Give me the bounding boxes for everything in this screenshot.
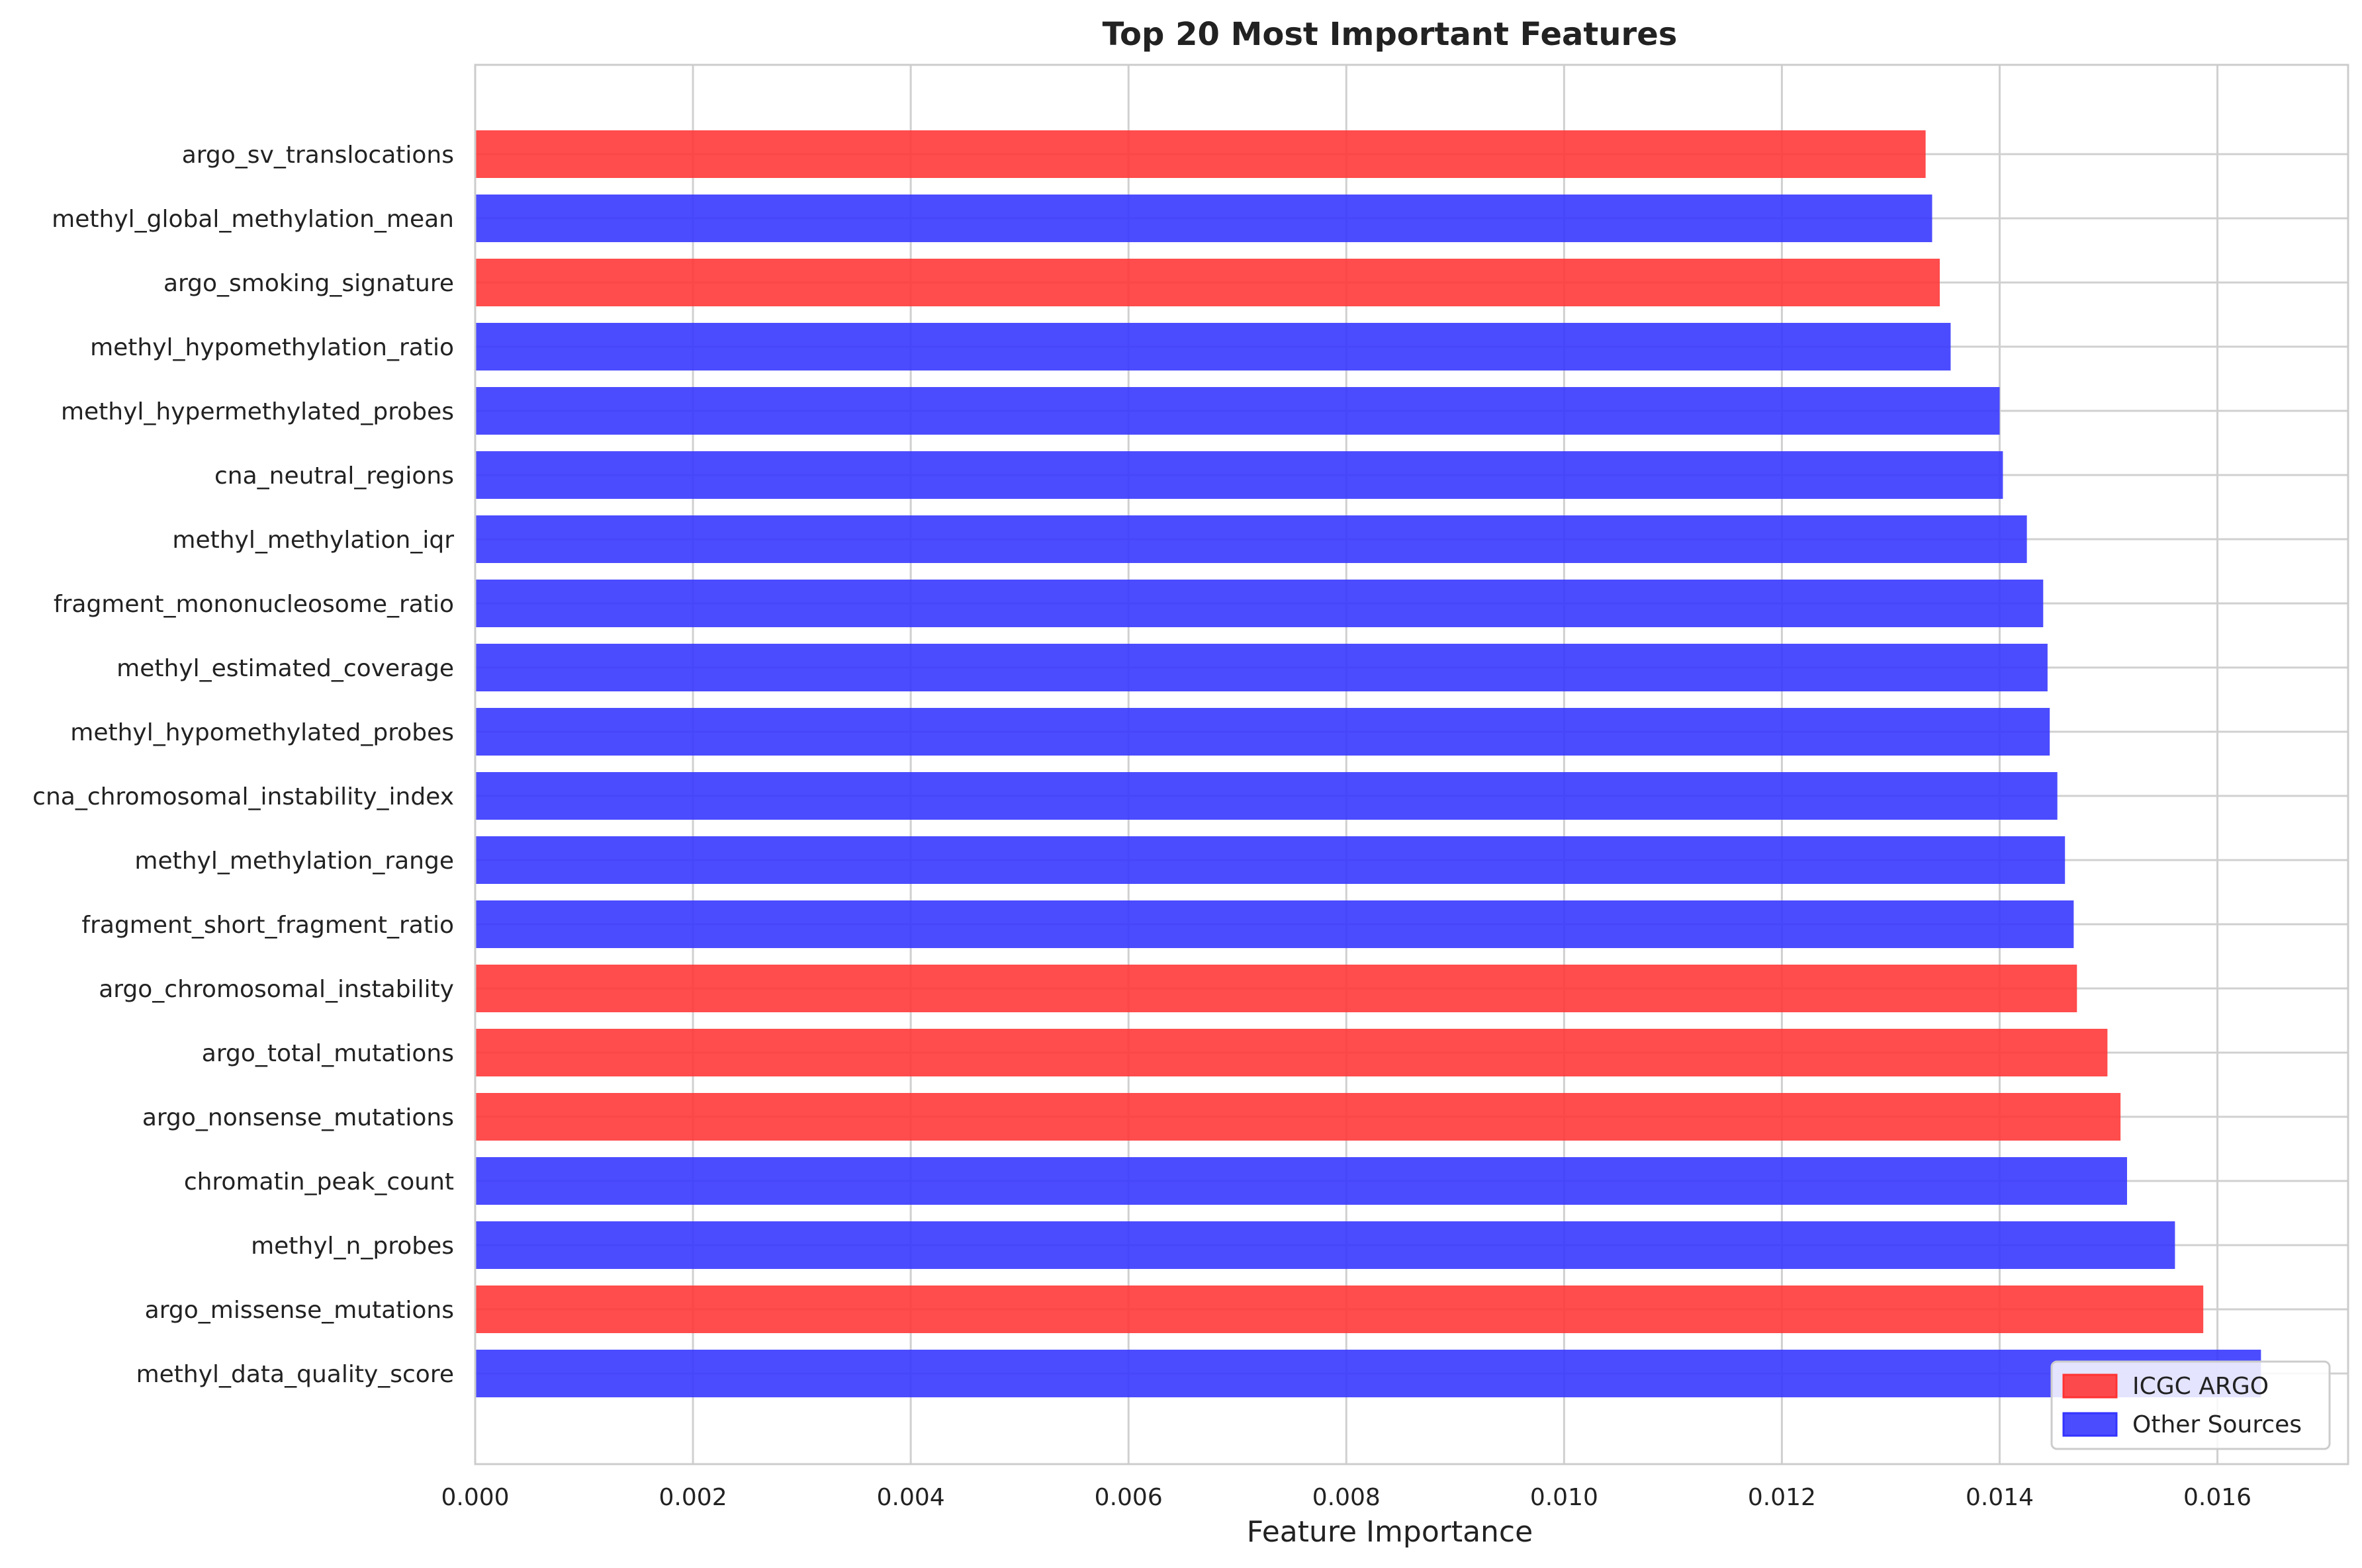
y-tick-label: argo_nonsense_mutations: [142, 1104, 454, 1131]
x-tick-label: 0.006: [1095, 1484, 1163, 1511]
y-tick-label: methyl_methylation_range: [134, 848, 454, 875]
bar: [475, 1157, 2127, 1205]
x-tick-label: 0.012: [1748, 1484, 1816, 1511]
bar: [475, 965, 2077, 1012]
y-tick-label: argo_missense_mutations: [145, 1297, 454, 1324]
bar: [475, 451, 2003, 499]
legend-box: [2050, 1360, 2331, 1450]
y-tick-label: fragment_mononucleosome_ratio: [54, 591, 454, 618]
bar: [475, 1029, 2108, 1076]
bar: [475, 130, 1926, 178]
y-tick-label: methyl_n_probes: [251, 1233, 454, 1260]
bar: [475, 580, 2044, 627]
legend-swatch: [2062, 1412, 2118, 1437]
y-tick-label: methyl_hypomethylated_probes: [70, 719, 454, 746]
bar: [475, 1285, 2204, 1333]
x-tick-label: 0.000: [441, 1484, 509, 1511]
bar: [475, 836, 2066, 884]
x-tick-label: 0.004: [877, 1484, 945, 1511]
y-tick-label: methyl_hypermethylated_probes: [61, 398, 454, 425]
chart-title: Top 20 Most Important Features: [1103, 16, 1678, 53]
bar: [475, 387, 2000, 435]
bar: [475, 1350, 2261, 1397]
y-tick-label: cna_neutral_regions: [214, 462, 454, 490]
y-tick-label: argo_smoking_signature: [163, 270, 454, 297]
legend-label: ICGC ARGO: [2132, 1373, 2269, 1400]
bar: [475, 708, 2050, 756]
y-tick-label: argo_chromosomal_instability: [99, 976, 454, 1003]
y-tick-label: methyl_hypomethylation_ratio: [90, 334, 454, 361]
y-tick-label: methyl_methylation_iqr: [172, 527, 454, 554]
y-tick-label: methyl_data_quality_score: [136, 1361, 454, 1388]
bar: [475, 644, 2048, 691]
y-tick-label: chromatin_peak_count: [184, 1168, 454, 1196]
y-tick-label: fragment_short_fragment_ratio: [81, 912, 454, 939]
y-tick-label: methyl_estimated_coverage: [116, 655, 454, 682]
x-tick-label: 0.016: [2183, 1484, 2251, 1511]
bar: [475, 772, 2058, 820]
y-tick-label: cna_chromosomal_instability_index: [32, 783, 454, 810]
legend-swatch: [2062, 1373, 2118, 1399]
x-tick-label: 0.008: [1312, 1484, 1381, 1511]
plot-frame: [474, 64, 2349, 1465]
x-tick-label: 0.002: [659, 1484, 727, 1511]
legend-label: Other Sources: [2132, 1411, 2302, 1438]
y-tick-label: argo_total_mutations: [202, 1040, 454, 1067]
bar: [475, 515, 2027, 563]
bar: [475, 900, 2074, 948]
bar: [475, 1221, 2175, 1269]
bar: [475, 323, 1951, 370]
y-tick-label: methyl_global_methylation_mean: [52, 206, 454, 233]
x-axis-label: Feature Importance: [1247, 1515, 1533, 1549]
plot-area: argo_sv_translocations methyl_global_meth…: [32, 64, 2349, 1511]
bar: [475, 259, 1940, 306]
bar: [475, 195, 1932, 242]
bar: [475, 1093, 2121, 1141]
x-tick-label: 0.010: [1530, 1484, 1598, 1511]
y-tick-label: argo_sv_translocations: [182, 142, 454, 169]
x-tick-label: 0.014: [1966, 1484, 2034, 1511]
